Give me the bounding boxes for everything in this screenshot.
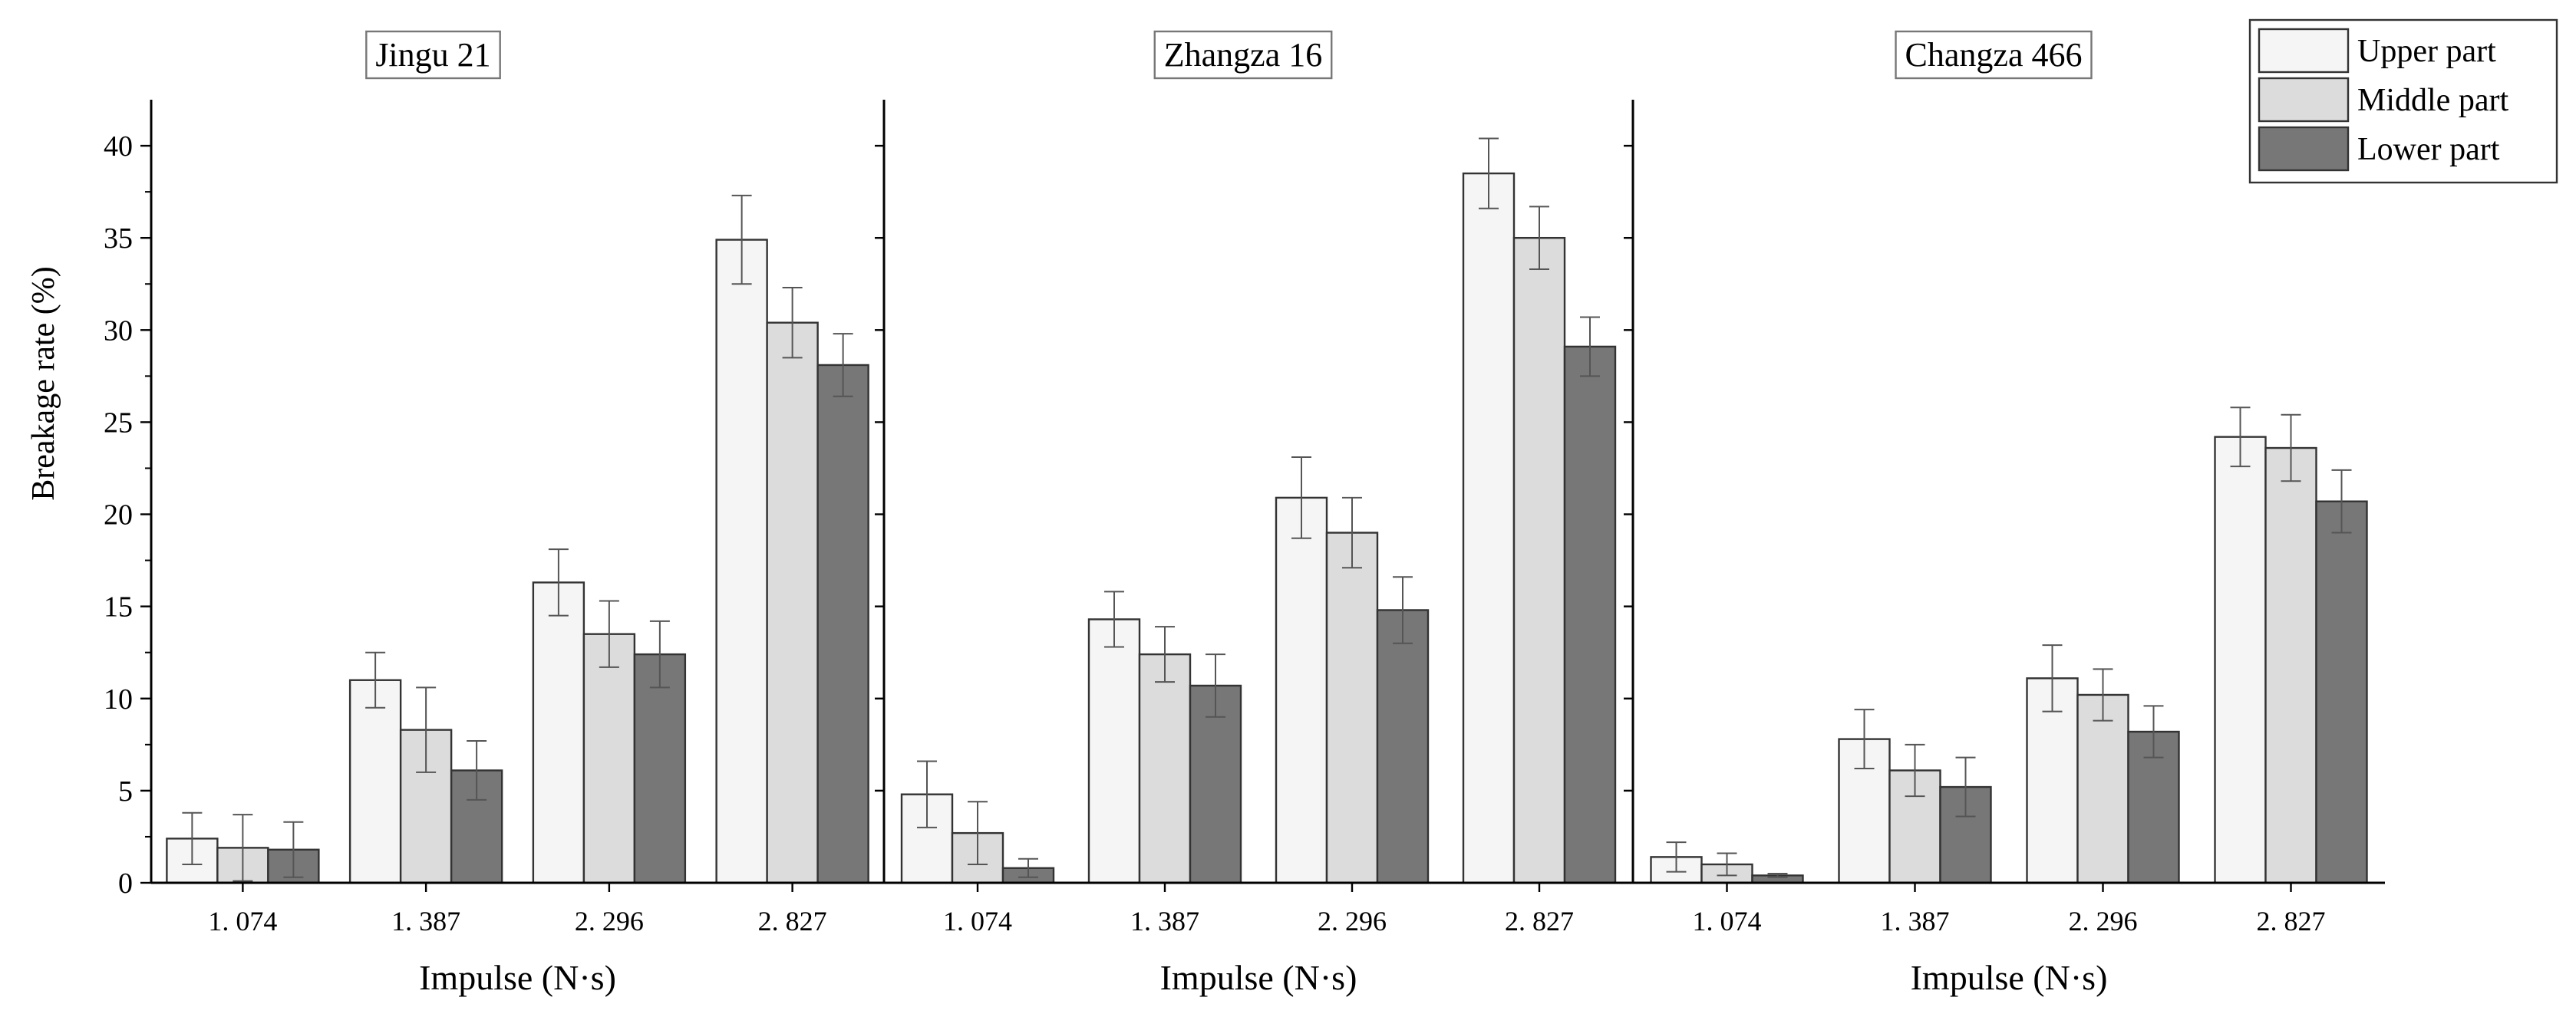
- x-tick-label-3-2: 1. 387: [1881, 906, 1950, 936]
- bar-1-2-1: [348, 679, 402, 884]
- legend-swatch-3: [2258, 126, 2350, 172]
- legend-label-2: Middle part: [2357, 83, 2508, 118]
- bar-3-4-3: [2315, 500, 2368, 884]
- panel-title-box-1: [365, 30, 501, 80]
- bar-1-3-1: [532, 581, 585, 884]
- legend: Upper part Middle part Lower part: [2248, 18, 2558, 184]
- y-tick-label-20: 20: [104, 499, 133, 532]
- bar-3-3-2: [2076, 693, 2129, 884]
- legend-label-1: Upper part: [2357, 34, 2496, 69]
- bar-1-3-2: [582, 633, 636, 884]
- x-tick-label-3-4: 2. 827: [2257, 906, 2326, 936]
- panel-title-3: Changza 466: [1895, 30, 2093, 80]
- bar-2-4-1: [1462, 172, 1516, 884]
- bar-3-4-2: [2264, 446, 2317, 884]
- x-axis-label-1: Impulse (N·s): [419, 958, 616, 997]
- x-tick-label-1-2: 1. 387: [391, 906, 460, 936]
- x-axis-label-3: Impulse (N·s): [1911, 958, 2108, 997]
- y-tick-label-5: 5: [118, 775, 133, 808]
- bar-2-4-3: [1563, 345, 1617, 884]
- y-tick-label-40: 40: [104, 130, 133, 163]
- x-tick-label-1-3: 2. 296: [575, 906, 644, 936]
- legend-label-3: Lower part: [2357, 132, 2500, 167]
- bar-2-3-1: [1275, 496, 1328, 884]
- bar-1-4-3: [816, 364, 869, 884]
- x-tick-label-1-4: 2. 827: [758, 906, 827, 936]
- y-tick-label-25: 25: [104, 407, 133, 439]
- x-tick-label-2-1: 1. 074: [943, 906, 1012, 936]
- y-tick-label-35: 35: [104, 222, 133, 255]
- legend-swatch-2: [2258, 77, 2350, 123]
- panel-title-text-3: Changza 466: [1905, 36, 2083, 74]
- panel-title-2: Zhangza 16: [1153, 30, 1333, 80]
- x-tick-label-2-2: 1. 387: [1130, 906, 1199, 936]
- y-tick-label-30: 30: [104, 314, 133, 347]
- bar-1-3-3: [633, 653, 687, 884]
- panel-title-box-3: [1895, 30, 2093, 80]
- bar-2-3-3: [1376, 609, 1430, 884]
- bar-3-4-1: [2214, 436, 2267, 884]
- x-tick-label-3-1: 1. 074: [1693, 906, 1762, 936]
- x-axis-label-2: Impulse (N·s): [1160, 958, 1357, 997]
- y-tick-label-10: 10: [104, 683, 133, 716]
- bar-2-2-2: [1138, 653, 1192, 884]
- x-tick-label-2-4: 2. 827: [1505, 906, 1574, 936]
- panel-title-text-2: Zhangza 16: [1164, 36, 1322, 74]
- bar-3-3-1: [2026, 677, 2079, 884]
- bar-2-2-1: [1087, 618, 1141, 884]
- bar-2-4-2: [1512, 236, 1566, 884]
- bar-2-3-2: [1325, 532, 1379, 884]
- bar-1-4-2: [766, 321, 819, 884]
- legend-swatch-1: [2258, 28, 2350, 74]
- panel-title-text-1: Jingu 21: [375, 36, 490, 74]
- x-tick-label-2-3: 2. 296: [1318, 906, 1387, 936]
- bar-1-4-1: [715, 239, 768, 884]
- x-tick-label-1-1: 1. 074: [208, 906, 277, 936]
- panel-title-1: Jingu 21: [365, 30, 501, 80]
- y-tick-label-15: 15: [104, 591, 133, 624]
- panel-title-box-2: [1153, 30, 1333, 80]
- x-tick-label-3-3: 2. 296: [2069, 906, 2138, 936]
- y-axis-label: Breakage rate (%): [26, 266, 61, 500]
- y-tick-label-0: 0: [118, 867, 133, 900]
